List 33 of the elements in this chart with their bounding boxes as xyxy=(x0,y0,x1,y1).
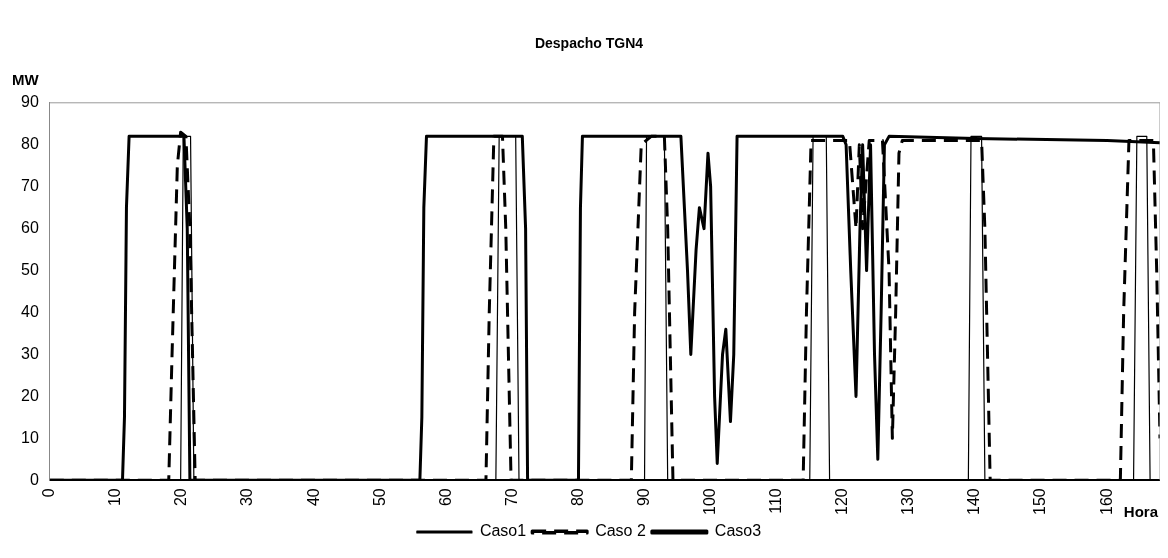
y-tick-label: 30 xyxy=(21,344,39,362)
y-tick-label: 90 xyxy=(21,93,39,111)
x-tick-label: 110 xyxy=(767,488,785,514)
x-tick-label: 10 xyxy=(106,488,124,507)
x-tick-label: 0 xyxy=(40,488,58,498)
x-tick-label: 20 xyxy=(172,488,190,507)
y-tick-label: 60 xyxy=(21,219,39,237)
x-tick-label: 140 xyxy=(965,488,983,516)
y-axis-title: MW xyxy=(12,71,40,89)
x-tick-label: 150 xyxy=(1031,488,1049,516)
legend-label: Caso1 xyxy=(479,522,527,540)
x-tick-label: 50 xyxy=(370,488,388,507)
x-tick-label: 30 xyxy=(238,488,256,507)
x-tick-label: 90 xyxy=(634,488,652,507)
y-tick-label: 40 xyxy=(21,302,39,320)
x-tick-label: 40 xyxy=(304,488,322,507)
y-tick-label: 20 xyxy=(21,386,39,404)
x-tick-label: 100 xyxy=(701,488,719,516)
x-axis-title: Hora xyxy=(1123,502,1159,520)
legend-label: Caso3 xyxy=(714,522,762,540)
chart-title: Despacho TGN4 xyxy=(534,35,644,52)
x-tick-label: 60 xyxy=(436,488,454,507)
x-tick-label: 130 xyxy=(899,488,917,516)
x-tick-label: 80 xyxy=(568,488,586,507)
x-tick-label: 70 xyxy=(502,488,520,507)
y-tick-label: 0 xyxy=(29,470,39,488)
x-tick-label: 120 xyxy=(833,488,851,516)
y-tick-label: 80 xyxy=(21,135,39,153)
x-tick-label: 160 xyxy=(1097,488,1115,516)
y-tick-label: 10 xyxy=(21,428,39,446)
legend-label: Caso 2 xyxy=(595,522,646,540)
y-tick-label: 50 xyxy=(21,260,39,278)
y-tick-label: 70 xyxy=(21,177,39,195)
